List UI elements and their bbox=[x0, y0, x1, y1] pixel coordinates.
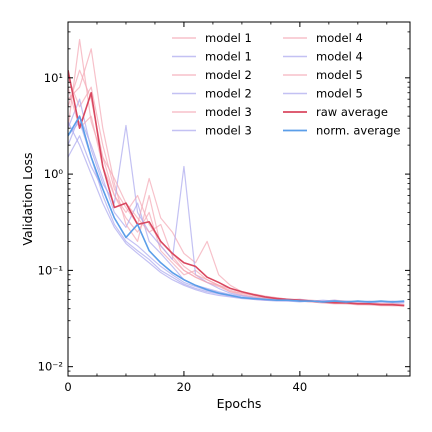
legend-label: norm. average bbox=[316, 124, 400, 138]
y-axis-label: Validation Loss bbox=[20, 152, 35, 245]
legend-label: model 5 bbox=[316, 87, 363, 101]
series-line-norm-average-11 bbox=[68, 115, 405, 303]
y-tick-label: 10¹ bbox=[44, 71, 63, 85]
x-tick-label: 0 bbox=[64, 380, 71, 394]
legend-label: model 3 bbox=[205, 105, 252, 119]
legend-label: model 4 bbox=[316, 50, 363, 64]
legend-label: model 2 bbox=[205, 87, 252, 101]
legend-label: model 3 bbox=[205, 124, 252, 138]
series-line-raw-average-10 bbox=[68, 70, 405, 307]
x-axis-label: Epochs bbox=[217, 396, 262, 411]
legend-label: model 2 bbox=[205, 68, 252, 82]
legend: model 1 model 1 model 2 model 2 model 3 model… bbox=[172, 31, 400, 138]
series-layer bbox=[68, 38, 405, 307]
y-tick-label: 10⁻² bbox=[38, 360, 63, 374]
x-tick-label: 20 bbox=[177, 380, 192, 394]
y-tick-label: 10⁰ bbox=[44, 167, 64, 181]
legend-label: model 1 bbox=[205, 31, 252, 45]
x-tick-label: 40 bbox=[293, 380, 308, 394]
legend-label: model 5 bbox=[316, 68, 363, 82]
plot-frame bbox=[67, 21, 411, 377]
legend-label: raw average bbox=[316, 105, 388, 119]
ticks-layer: 0 20 40 10⁻² 10⁻¹ 10⁰ 10¹ bbox=[38, 22, 410, 394]
legend-label: model 4 bbox=[316, 31, 363, 45]
legend-label: model 1 bbox=[205, 50, 252, 64]
y-tick-label: 10⁻¹ bbox=[38, 263, 63, 277]
